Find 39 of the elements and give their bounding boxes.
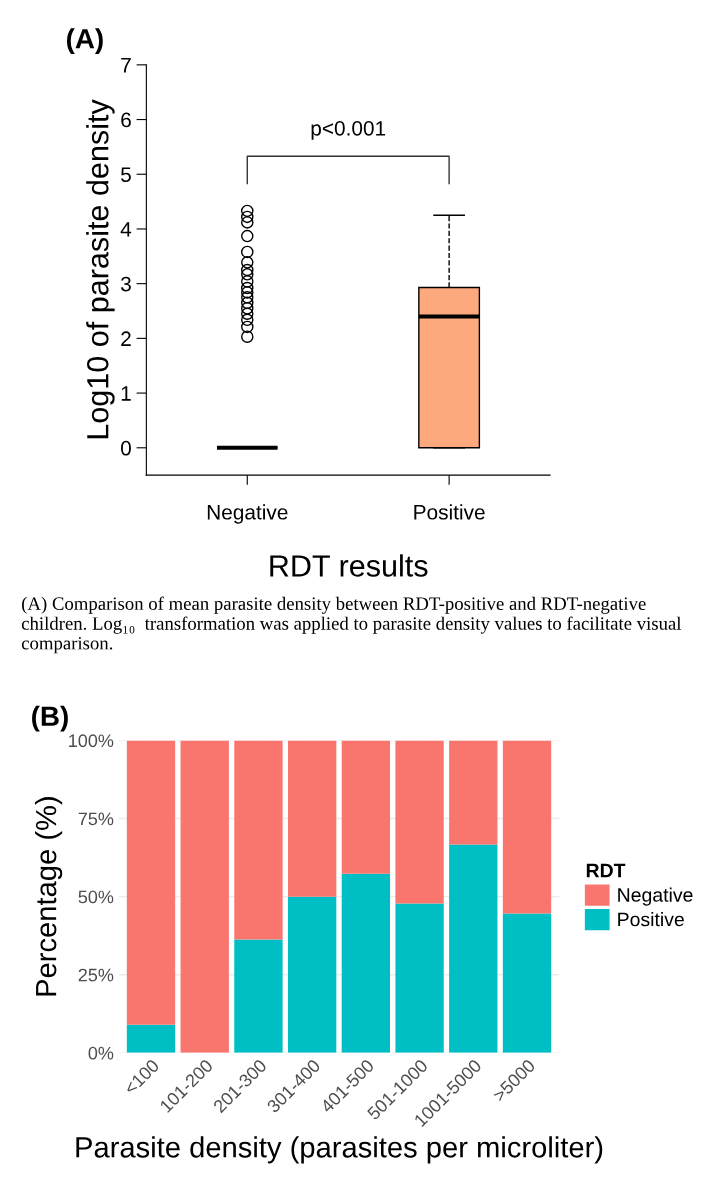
bar (287, 740, 337, 897)
bar (341, 740, 391, 874)
chart-title: (B) (32, 705, 68, 732)
y-tick-label: 100% (69, 734, 114, 748)
y-tick-label: 5 (121, 167, 131, 183)
x-axis-title: Parasite density (parasites per microliter) (76, 1136, 603, 1164)
bar (234, 740, 283, 940)
bar (502, 740, 552, 914)
y-tick-label: 50% (78, 890, 114, 904)
chart-title: (A) (66, 28, 103, 55)
y-tick-label: 0% (88, 1046, 114, 1060)
y-tick-label: 2 (121, 331, 131, 346)
x-axis-title: RDT results (270, 554, 428, 577)
bar (449, 740, 498, 845)
y-tick-label: 4 (120, 222, 132, 237)
y-tick-label: 1 (121, 386, 131, 401)
legend-title: RDT (586, 863, 626, 878)
bar (502, 913, 552, 1053)
y-tick-label: 6 (121, 112, 131, 128)
y-tick-label: 25% (78, 968, 114, 982)
bar (287, 896, 337, 1053)
bar (395, 903, 444, 1053)
bar (234, 939, 283, 1053)
legend-label: Positive (618, 912, 684, 927)
y-tick-label: 0 (120, 440, 131, 456)
text: (A) Comparison of mean parasite density between RDT-positive and RDT-negative children. Log₁₀ transformation was applied to parasite density values to facilitate visual comparison. (21, 596, 682, 654)
bar (126, 740, 176, 1025)
bar (449, 844, 498, 1053)
bar (126, 1024, 176, 1053)
y-axis-title: Percentage (%) (34, 797, 63, 996)
y-tick-label: 75% (78, 812, 114, 826)
bar (395, 740, 444, 904)
bar (180, 740, 229, 1053)
annotation: p<0.001 (311, 120, 386, 140)
legend-label: Negative (618, 887, 693, 906)
bar (341, 873, 391, 1053)
y-axis-title: Log10 of parasite density (86, 99, 115, 439)
y-tick-label: 7 (121, 58, 131, 73)
y-tick-label: 3 (120, 276, 131, 292)
